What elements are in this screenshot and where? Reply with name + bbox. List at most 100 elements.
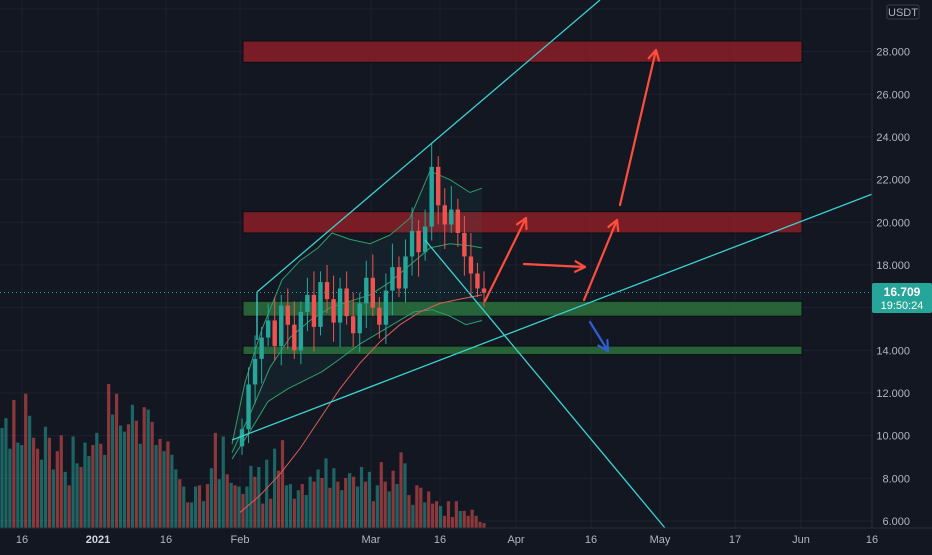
- volume-bar: [442, 515, 447, 528]
- time-tick-label: 16: [866, 534, 878, 546]
- price-tick-label: 6.000: [882, 516, 910, 528]
- volume-bar: [16, 442, 20, 528]
- volume-bar: [316, 469, 320, 528]
- volume-bar: [466, 515, 470, 528]
- volume-bar: [395, 484, 399, 528]
- currency-label: USDT: [888, 7, 918, 19]
- volume-bar: [8, 448, 12, 528]
- volume-bar: [379, 462, 383, 528]
- candle-body: [239, 429, 245, 447]
- volume-bar: [253, 476, 257, 528]
- candle-body: [246, 384, 251, 430]
- volume-bar: [454, 501, 458, 528]
- projection-arrow-down: [588, 320, 610, 353]
- projection-arrow-right-head: [573, 260, 587, 273]
- volume-bar: [63, 471, 67, 528]
- candle-body: [416, 230, 421, 253]
- volume-bar: [142, 407, 146, 528]
- volume-bar: [79, 467, 83, 528]
- volume-bar: [233, 485, 237, 528]
- volume-bar: [225, 474, 229, 528]
- currency-badge[interactable]: [886, 4, 920, 20]
- resistance-zone: [242, 211, 803, 234]
- time-scale-ticks: 16 2021 16 Feb Mar 16 Apr 16 May 17 Jun 16: [16, 534, 878, 546]
- volume-bar: [324, 458, 328, 528]
- volume-bar: [193, 486, 198, 528]
- time-tick-label: Jun: [792, 534, 810, 546]
- volume-bar: [367, 471, 372, 528]
- volume-bar: [261, 503, 265, 528]
- candle-body: [449, 209, 454, 225]
- volume-bar: [352, 476, 356, 528]
- candle-body: [383, 290, 389, 325]
- volume-bar: [300, 484, 304, 528]
- volume-bar: [312, 481, 316, 528]
- volume-bar: [419, 487, 423, 528]
- price-tick-label: 20.000: [876, 217, 910, 229]
- candle-body: [429, 166, 434, 227]
- volume-bar: [284, 485, 289, 528]
- volume-layer: [0, 384, 486, 528]
- volume-bar: [245, 486, 249, 528]
- volume-bar: [83, 442, 87, 528]
- volume-bar: [411, 504, 415, 528]
- volume-bar: [95, 432, 99, 528]
- volume-bar: [130, 404, 134, 528]
- price-scale-panel[interactable]: [872, 0, 932, 528]
- volume-bar: [304, 495, 308, 528]
- volume-bar: [122, 431, 127, 528]
- volume-bar: [209, 468, 213, 528]
- volume-bar: [47, 437, 52, 528]
- candle-body: [318, 282, 323, 327]
- volume-bar: [458, 510, 462, 528]
- volume-bar: [170, 454, 174, 528]
- volume-bar: [257, 467, 261, 528]
- time-tick-label: 16: [585, 534, 597, 546]
- candle-body: [462, 232, 467, 257]
- volume-bar: [35, 448, 40, 528]
- time-scale-panel[interactable]: [0, 528, 872, 550]
- volume-bar: [166, 441, 170, 528]
- candle-body: [298, 311, 304, 351]
- candle-body: [442, 205, 447, 225]
- volume-bar: [269, 498, 273, 528]
- candle-body: [357, 303, 362, 334]
- time-tick-label: 16: [160, 534, 172, 546]
- volume-bar: [99, 443, 103, 528]
- price-tick-label: 28.000: [876, 47, 910, 59]
- support-zone: [242, 345, 803, 356]
- projection-arrow-up-1-head: [515, 216, 528, 231]
- volume-bar: [0, 427, 4, 528]
- time-tick-label: 17: [729, 534, 741, 546]
- volume-bar: [39, 459, 44, 528]
- candle-body: [265, 320, 271, 338]
- volume-bar: [328, 487, 332, 528]
- volume-bar: [371, 501, 375, 528]
- volume-bar: [32, 437, 36, 528]
- volume-bar: [241, 493, 245, 528]
- volume-bar: [427, 491, 431, 528]
- volume-bar: [470, 509, 474, 528]
- time-tick-label: Apr: [507, 534, 524, 546]
- volume-bar: [205, 484, 210, 528]
- volume-bar: [375, 485, 379, 528]
- candle-body: [481, 288, 487, 293]
- volume-bar: [229, 482, 233, 528]
- support-zone: [242, 300, 803, 317]
- volume-bar: [446, 501, 451, 528]
- volume-bar: [87, 456, 91, 528]
- time-tick-label: 16: [434, 534, 446, 546]
- bollinger-upper-line: [231, 170, 483, 445]
- volume-bar: [71, 436, 75, 528]
- volume-bar: [217, 479, 221, 528]
- volume-bar: [359, 467, 364, 528]
- candle-body: [468, 256, 474, 274]
- projection-arrow-up-3: [618, 48, 658, 207]
- candle-body: [285, 305, 290, 325]
- volume-bar: [59, 435, 63, 528]
- volume-bar: [55, 451, 59, 528]
- candle-body: [279, 305, 284, 347]
- volume-bar: [190, 502, 194, 528]
